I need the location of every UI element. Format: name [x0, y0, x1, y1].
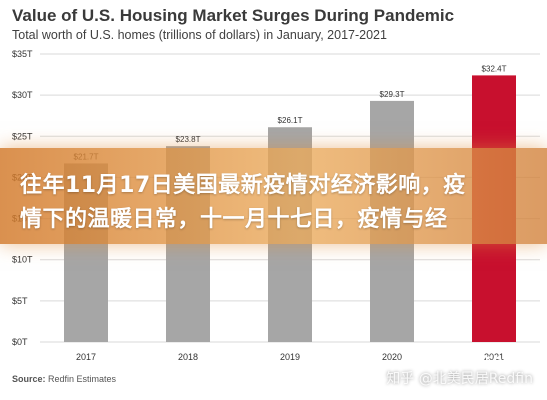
bar-value-label: $29.3T — [380, 90, 405, 99]
y-tick-label: $5T — [12, 296, 28, 306]
y-tick-label: $0T — [12, 337, 28, 347]
y-tick-label: $25T — [12, 131, 33, 141]
source-label: Source: — [12, 374, 46, 384]
headline-line-1: 往年11月17日美国最新疫情对经济影响，疫 — [20, 173, 466, 198]
x-tick-label: 2017 — [76, 352, 96, 362]
x-tick-label: 2021 — [484, 352, 504, 362]
bar-value-label: $32.4T — [482, 64, 507, 73]
chart-subtitle: Total worth of U.S. homes (trillions of … — [12, 28, 387, 42]
headline-line-2: 情下的温暖日常，十一月十七日，疫情与经 — [20, 207, 448, 232]
y-tick-label: $30T — [12, 90, 33, 100]
watermark: 知乎 @北美民居Redfin — [386, 371, 533, 387]
source-text: Redfin Estimates — [48, 374, 117, 384]
x-tick-label: 2019 — [280, 352, 300, 362]
headline-banner: 往年11月17日美国最新疫情对经济影响，疫 情下的温暖日常，十一月十七日，疫情与… — [0, 148, 547, 244]
bar-value-label: $26.1T — [278, 116, 303, 125]
x-tick-label: 2020 — [382, 352, 402, 362]
source-note: Source: Redfin Estimates — [12, 374, 116, 384]
chart-title: Value of U.S. Housing Market Surges Duri… — [12, 6, 455, 25]
bar-value-label: $23.8T — [176, 135, 201, 144]
y-tick-label: $35T — [12, 49, 33, 59]
x-tick-label: 2018 — [178, 352, 198, 362]
redfin-logo: REDFIN — [476, 354, 524, 368]
y-tick-label: $10T — [12, 255, 33, 265]
